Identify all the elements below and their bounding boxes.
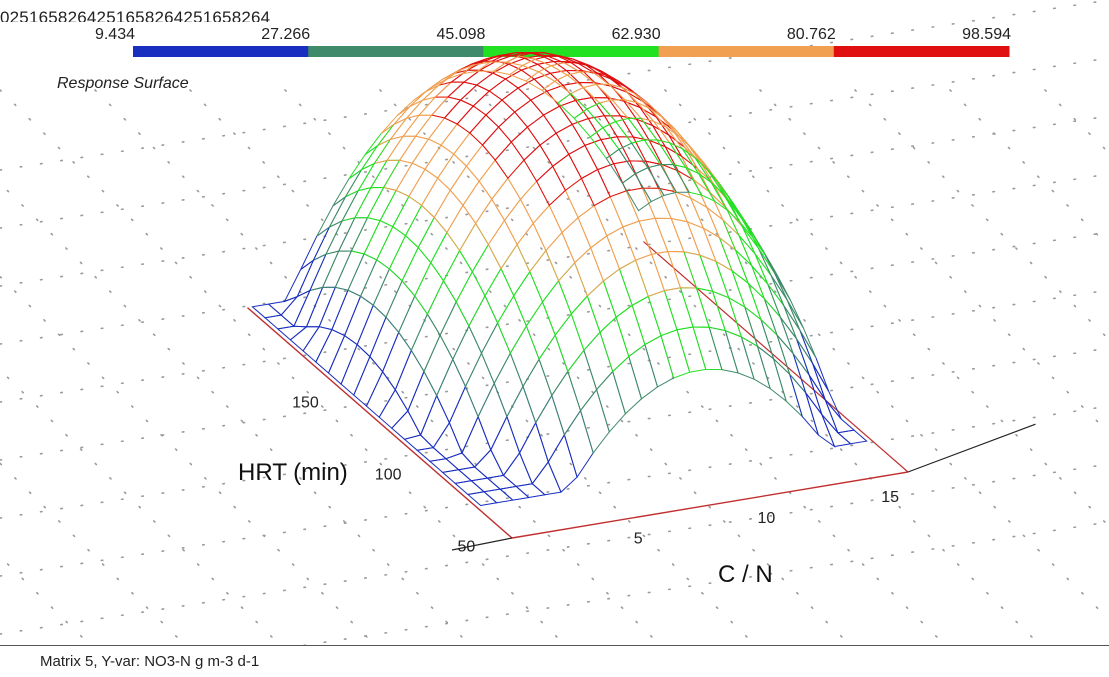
- color-legend-tick-label: 80.762: [787, 26, 836, 43]
- color-legend-segment: [308, 46, 484, 57]
- x-tick-label: 15: [881, 489, 899, 506]
- grid-dot-line: [949, 89, 1109, 248]
- color-legend-bar: [133, 46, 1010, 57]
- color-legend-tick-label: 62.930: [612, 26, 661, 43]
- y-tick-label: 100: [375, 467, 402, 484]
- grid-dot-line: [854, 89, 1109, 341]
- x-tick-label: 10: [758, 510, 776, 527]
- grid-dot-line: [1044, 89, 1109, 154]
- y-axis-line: [247, 307, 513, 539]
- x-axis-label: C / N: [718, 561, 773, 588]
- grid-dot-line: [0, 368, 276, 641]
- overlapping-text: 0251658264251658264251658264: [0, 8, 271, 22]
- color-legend-segment: [658, 46, 835, 57]
- color-legend-segment: [833, 46, 1010, 57]
- surface-mesh: [251, 52, 868, 507]
- color-legend-tick-label: 27.266: [261, 26, 310, 43]
- footer-divider: [0, 645, 1109, 646]
- y-axis-extension: [451, 537, 513, 551]
- grid-dot-line: [0, 275, 371, 641]
- y-tick-label: 50: [457, 539, 475, 556]
- color-legend-tick-label: 98.594: [962, 26, 1011, 43]
- grid-dot-line: [0, 555, 86, 641]
- chart-title: Response Surface: [57, 75, 189, 92]
- color-legend-tick-label: 45.098: [436, 26, 485, 43]
- x-axis-extension: [907, 423, 1036, 473]
- color-legend-segment: [133, 46, 309, 57]
- color-legend-tick-label: 9.434: [95, 26, 135, 43]
- x-tick-label: 5: [634, 530, 643, 547]
- y-tick-label: 150: [292, 395, 319, 412]
- axes: 5 10 15 50 100 150: [247, 241, 1036, 556]
- color-legend-ticks: 9.434 27.266 45.098 62.930 80.762 98.594: [95, 26, 1011, 43]
- back-axis-line: [643, 241, 909, 473]
- surface-cell: [621, 173, 652, 212]
- color-legend-segment: [483, 46, 660, 57]
- x-axis-line: [511, 471, 909, 539]
- status-footer: Matrix 5, Y-var: NO3-N g m-3 d-1: [0, 645, 1109, 677]
- footer-text: Matrix 5, Y-var: NO3-N g m-3 d-1: [40, 653, 260, 670]
- y-axis-label: HRT (min): [238, 459, 348, 486]
- grid-dot-line: [0, 462, 181, 641]
